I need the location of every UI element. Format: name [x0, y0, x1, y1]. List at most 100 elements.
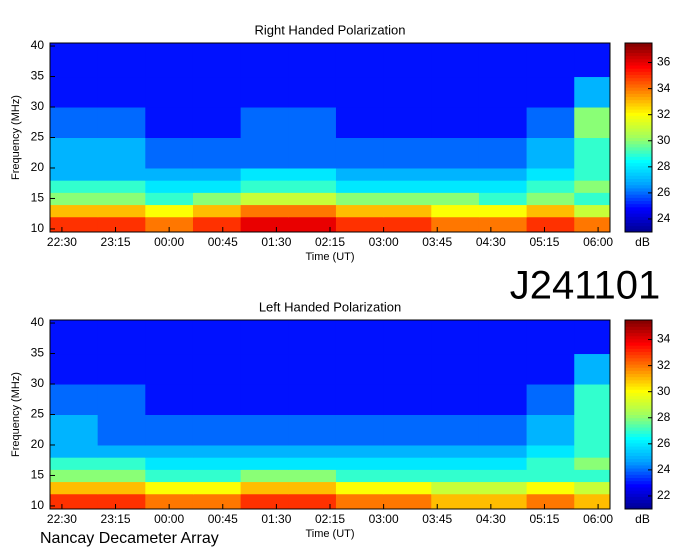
colorbar-tick-label: 28	[657, 159, 671, 173]
colorbar-segment	[625, 156, 652, 161]
heatmap-cell	[288, 107, 337, 138]
colorbar-segment	[625, 452, 652, 456]
heatmap-cell	[288, 414, 337, 446]
heatmap-cell	[431, 167, 480, 181]
heatmap-cell	[431, 414, 480, 446]
colorbar-segment	[625, 121, 652, 126]
x-tick-label: 00:45	[208, 235, 238, 249]
colorbar-frame	[624, 42, 653, 233]
heatmap-cell	[145, 107, 194, 138]
heatmap-cell	[335, 469, 385, 483]
heatmap-cell	[192, 384, 242, 415]
heatmap-cell	[526, 384, 575, 415]
heatmap-cell	[192, 481, 242, 495]
heatmap-cell	[431, 107, 480, 138]
y-tick-label: 10	[31, 498, 45, 512]
heatmap-cell	[478, 204, 528, 218]
heatmap-cell	[240, 137, 289, 169]
colorbar-segment	[625, 439, 652, 444]
heatmap-cell	[192, 204, 242, 218]
heatmap-cell	[478, 167, 528, 181]
heatmap-cell	[383, 414, 432, 446]
x-tick-label: 05:15	[529, 235, 559, 249]
colorbar-label: dB	[635, 512, 650, 526]
heatmap-cell	[50, 414, 99, 446]
colorbar-tick-label: 26	[657, 436, 671, 450]
colorbar-segment	[625, 140, 652, 145]
colorbar-segment	[625, 143, 652, 148]
heatmap-cell	[526, 43, 575, 78]
colorbar-segment	[625, 329, 652, 334]
heatmap-cell	[335, 384, 385, 415]
y-tick-label: 30	[31, 376, 45, 390]
colorbar-segment	[625, 389, 652, 393]
colorbar-segment	[625, 392, 652, 397]
heatmap-cell	[97, 320, 146, 355]
heatmap-cell	[574, 469, 611, 483]
colorbar-tick-label: 28	[657, 410, 671, 424]
heatmap-cell	[145, 481, 194, 495]
colorbar-segment	[625, 124, 652, 129]
heatmap-cell	[574, 137, 611, 169]
heatmap-cell	[383, 320, 432, 355]
colorbar-segment	[625, 414, 652, 419]
colorbar-label: dB	[635, 235, 650, 249]
y-tick-label: 15	[31, 191, 45, 205]
colorbar-segment	[625, 206, 652, 211]
heatmap-cell	[574, 107, 611, 138]
colorbar-segment	[625, 490, 652, 494]
heatmap-cell	[574, 43, 611, 78]
colorbar-segment	[625, 181, 652, 186]
colorbar-segment	[625, 468, 652, 472]
heatmap-cell	[50, 457, 99, 470]
heatmap-cell	[335, 137, 385, 169]
heatmap-cell	[240, 204, 289, 218]
colorbar-segment	[625, 449, 652, 453]
colorbar-segment	[625, 65, 652, 69]
y-tick-label: 35	[31, 346, 45, 360]
heatmap-cell	[145, 384, 194, 415]
y-axis-label: Frequency (MHz)	[10, 95, 22, 180]
colorbar-segment	[625, 187, 652, 192]
heatmap-cell	[97, 204, 146, 218]
colorbar-segment	[625, 323, 652, 327]
heatmap-cell	[431, 43, 480, 78]
heatmap-cell	[574, 457, 611, 470]
heatmap-cell	[335, 444, 385, 458]
x-tick-label: 03:00	[369, 512, 399, 526]
heatmap-cell	[335, 167, 385, 181]
heatmap-cell	[145, 192, 194, 206]
heatmap-cell	[574, 353, 611, 385]
heatmap-cell	[240, 353, 289, 385]
colorbar-segment	[625, 96, 652, 101]
heatmap-cell	[97, 180, 146, 193]
heatmap-cell	[240, 107, 289, 138]
colorbar-segment	[625, 405, 652, 409]
x-tick-label: 01:30	[261, 235, 291, 249]
heatmap-cell	[335, 414, 385, 446]
heatmap-cell	[383, 43, 432, 78]
x-axis-label: Time (UT)	[305, 251, 354, 263]
colorbar-segment	[625, 430, 652, 434]
heatmap-cell	[383, 493, 432, 510]
heatmap-cell	[431, 384, 480, 415]
heatmap-cell	[192, 444, 242, 458]
colorbar-tick-label: 34	[657, 81, 671, 95]
colorbar-segment	[625, 335, 652, 340]
y-tick-label: 20	[31, 437, 45, 451]
heatmap-cell	[240, 481, 289, 495]
footer: Nancay Decameter Array	[40, 530, 219, 547]
colorbar-segment	[625, 109, 652, 113]
heatmap-cell	[145, 216, 194, 233]
heatmap-cell	[192, 76, 242, 108]
heatmap-cell	[288, 320, 337, 355]
colorbar-segment	[625, 146, 652, 151]
heatmap-cell	[50, 43, 99, 78]
heatmap-cell	[335, 76, 385, 108]
x-tick-label: 03:45	[422, 235, 452, 249]
heatmap-cell	[288, 137, 337, 169]
heatmap-cell	[574, 216, 611, 233]
colorbar-segment	[625, 471, 652, 475]
colorbar-segment	[625, 351, 652, 356]
heatmap-cell	[383, 167, 432, 181]
